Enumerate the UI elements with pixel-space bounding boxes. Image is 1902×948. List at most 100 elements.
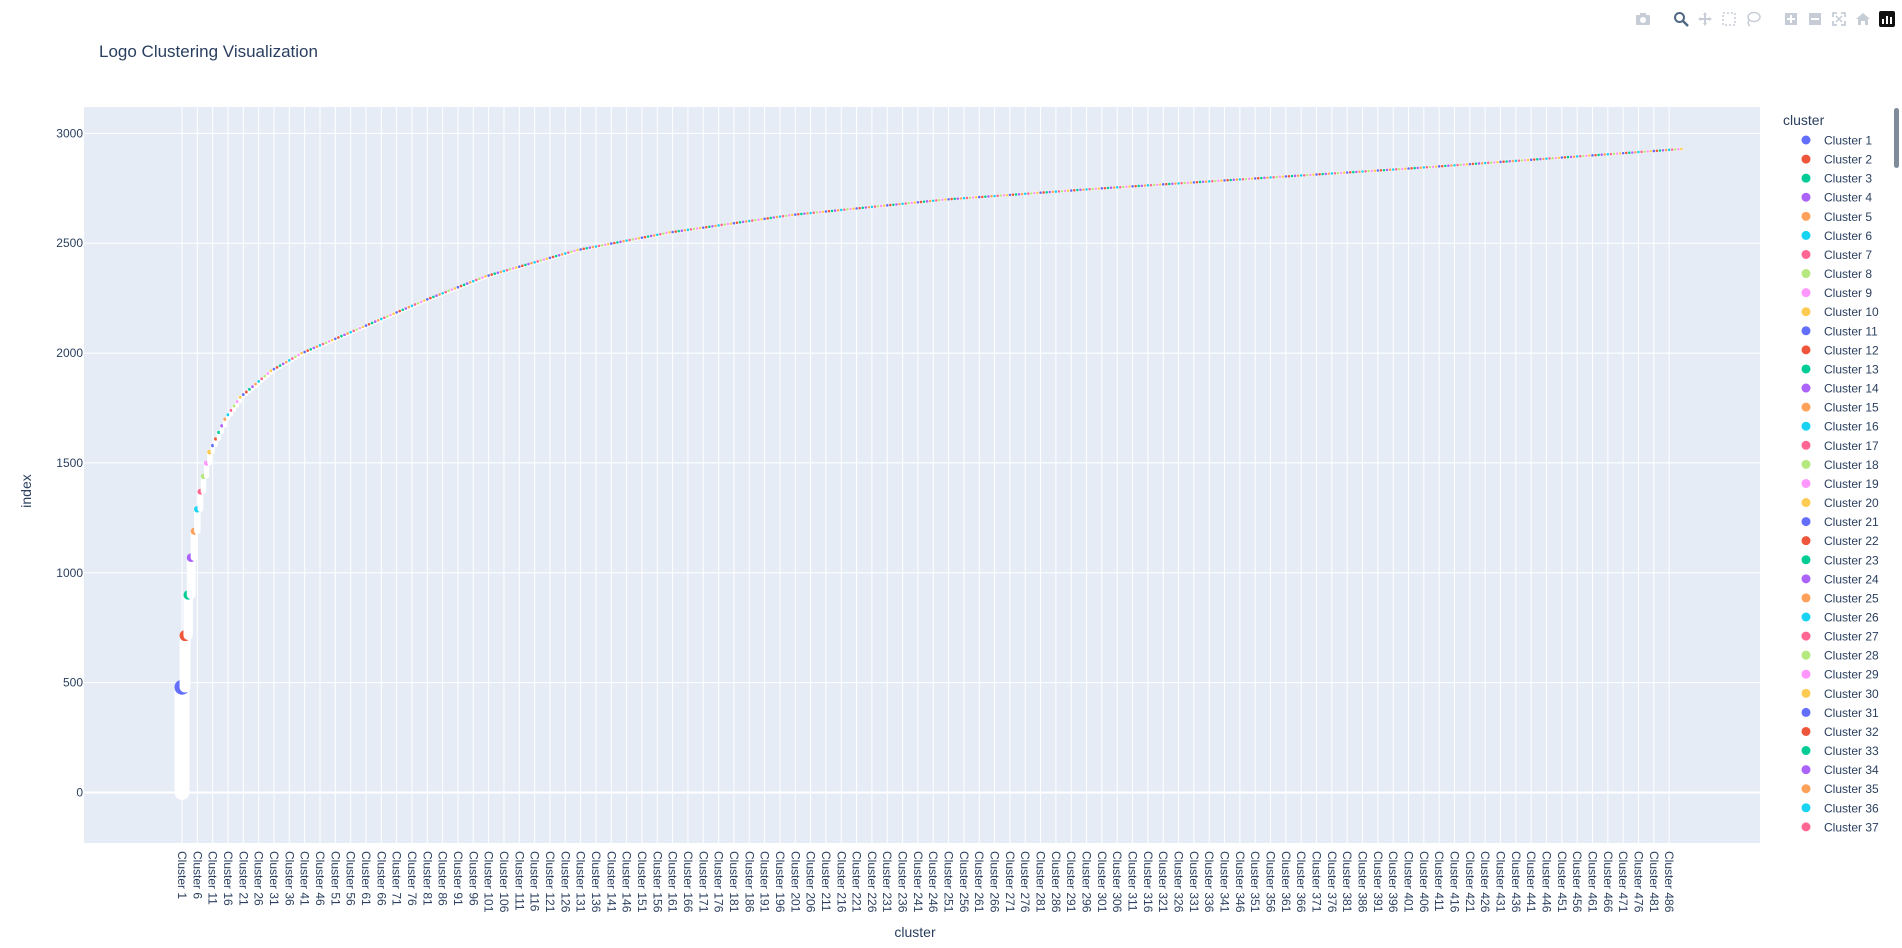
cluster-346-marker (1238, 178, 1242, 181)
legend-label: Cluster 15 (1824, 401, 1879, 415)
cluster-461-marker (1591, 154, 1594, 157)
x-tick-label: Cluster 451 (1555, 851, 1569, 913)
cluster-399-marker (1401, 167, 1404, 171)
lasso-select-button[interactable] (1744, 10, 1762, 28)
zoom-out-button[interactable] (1806, 10, 1824, 28)
cluster-355-marker (1266, 176, 1269, 179)
cluster-77-marker (413, 303, 417, 306)
cluster-419-marker (1462, 163, 1465, 166)
x-tick-label: Cluster 401 (1402, 851, 1416, 913)
x-tick-label: Cluster 476 (1631, 851, 1645, 913)
cluster-335-marker (1204, 180, 1208, 183)
plot-area[interactable] (84, 107, 1760, 843)
legend-marker (1801, 345, 1811, 355)
zoom-button[interactable] (1672, 10, 1690, 28)
cluster-181-marker (732, 221, 736, 225)
x-tick-label: Cluster 271 (1003, 851, 1017, 913)
cluster-252-marker (950, 197, 953, 201)
x-tick-label: Cluster 16 (221, 851, 235, 906)
cluster-97-marker (475, 278, 478, 282)
cluster-93-marker (462, 283, 466, 287)
chart-title: Logo Clustering Visualization (99, 42, 318, 61)
box-select-icon (1722, 12, 1736, 26)
cluster-27-marker (260, 377, 264, 381)
cluster-258-marker (968, 196, 972, 200)
cluster-356-marker (1269, 176, 1272, 179)
legend-label: Cluster 8 (1824, 267, 1872, 281)
legend-label: Cluster 29 (1824, 668, 1879, 682)
cluster-162-marker (674, 230, 677, 233)
legend-label: Cluster 2 (1824, 153, 1872, 167)
box-select-button[interactable] (1720, 10, 1738, 28)
legend-scrollbar[interactable] (1894, 108, 1899, 168)
cluster-438-marker (1520, 159, 1524, 162)
cluster-34-marker (281, 362, 285, 366)
x-tick-label: Cluster 321 (1156, 851, 1170, 913)
cluster-479-marker (1646, 150, 1649, 153)
cluster-136-marker (594, 245, 598, 248)
cluster-446-marker (1545, 157, 1548, 160)
cluster-312-marker (1134, 184, 1137, 188)
cluster-289-marker (1063, 189, 1067, 193)
cluster-231-marker (885, 204, 889, 207)
cluster-428-marker (1490, 161, 1493, 164)
legend-marker (1801, 765, 1811, 775)
cluster-404-marker (1416, 166, 1419, 170)
cluster-486-marker (1667, 148, 1671, 152)
cluster-145-marker (622, 239, 625, 243)
cluster-369-marker (1309, 173, 1312, 177)
y-tick-label: 2000 (56, 346, 83, 360)
reset-axes-button[interactable] (1854, 10, 1872, 28)
cluster-46-marker (318, 344, 322, 347)
cluster-49-marker (327, 340, 331, 343)
cluster-414-marker (1447, 164, 1450, 167)
cluster-308-marker (1122, 185, 1125, 189)
cluster-254-marker (956, 197, 960, 200)
cluster-235-marker (898, 202, 901, 206)
plotly-logo-button[interactable] (1878, 10, 1896, 28)
legend-label: Cluster 20 (1824, 496, 1879, 510)
x-tick-label: Cluster 166 (681, 851, 695, 913)
cluster-79-marker (419, 300, 423, 304)
cluster-241-marker (916, 200, 920, 204)
cluster-365-marker (1296, 174, 1300, 177)
cluster-104-marker (496, 271, 500, 275)
x-tick-label: Cluster 46 (313, 851, 327, 906)
cluster-286-marker (1054, 190, 1058, 193)
cluster-129-marker (573, 249, 576, 253)
y-axis-ticks: 0 500 1000 1500 2000 2500 3000 (56, 126, 83, 799)
cluster-166-marker (686, 228, 690, 232)
cluster-364-marker (1293, 174, 1297, 178)
cluster-186-marker (747, 219, 751, 223)
cluster-84-marker (435, 294, 438, 298)
legend-label: Cluster 24 (1824, 572, 1879, 586)
cluster-382-marker (1348, 170, 1352, 174)
cluster-106-marker (502, 269, 506, 273)
cluster-314-marker (1140, 184, 1144, 187)
cluster-45-marker (315, 345, 319, 349)
cluster-19-marker (235, 400, 239, 404)
cluster-116-marker (533, 261, 536, 264)
cluster-117-marker (536, 260, 540, 263)
cluster-264-marker (987, 195, 990, 198)
x-axis-ticks: Cluster 1 Cluster 6 Cluster 11 Cluster 16 Cl… (175, 851, 1676, 913)
cluster-400-marker (1404, 167, 1407, 170)
cluster-374-marker (1324, 172, 1328, 176)
cluster-334-marker (1201, 180, 1205, 184)
cluster-427-marker (1486, 161, 1490, 165)
cluster-96-marker (471, 279, 475, 283)
cluster-326-marker (1177, 182, 1180, 185)
zoom-in-button[interactable] (1782, 10, 1800, 28)
cluster-425-marker (1480, 161, 1484, 165)
pan-button[interactable] (1696, 10, 1714, 28)
cluster-82-marker (429, 296, 432, 300)
legend-label: Cluster 25 (1824, 591, 1879, 605)
cluster-143-marker (616, 241, 619, 244)
legend-marker (1801, 211, 1811, 221)
camera-button[interactable] (1634, 10, 1652, 28)
cluster-51-marker (333, 337, 337, 341)
cluster-282-marker (1042, 191, 1045, 194)
autoscale-button[interactable] (1830, 10, 1848, 28)
x-tick-label: Cluster 266 (988, 851, 1002, 913)
cluster-323-marker (1168, 182, 1171, 186)
